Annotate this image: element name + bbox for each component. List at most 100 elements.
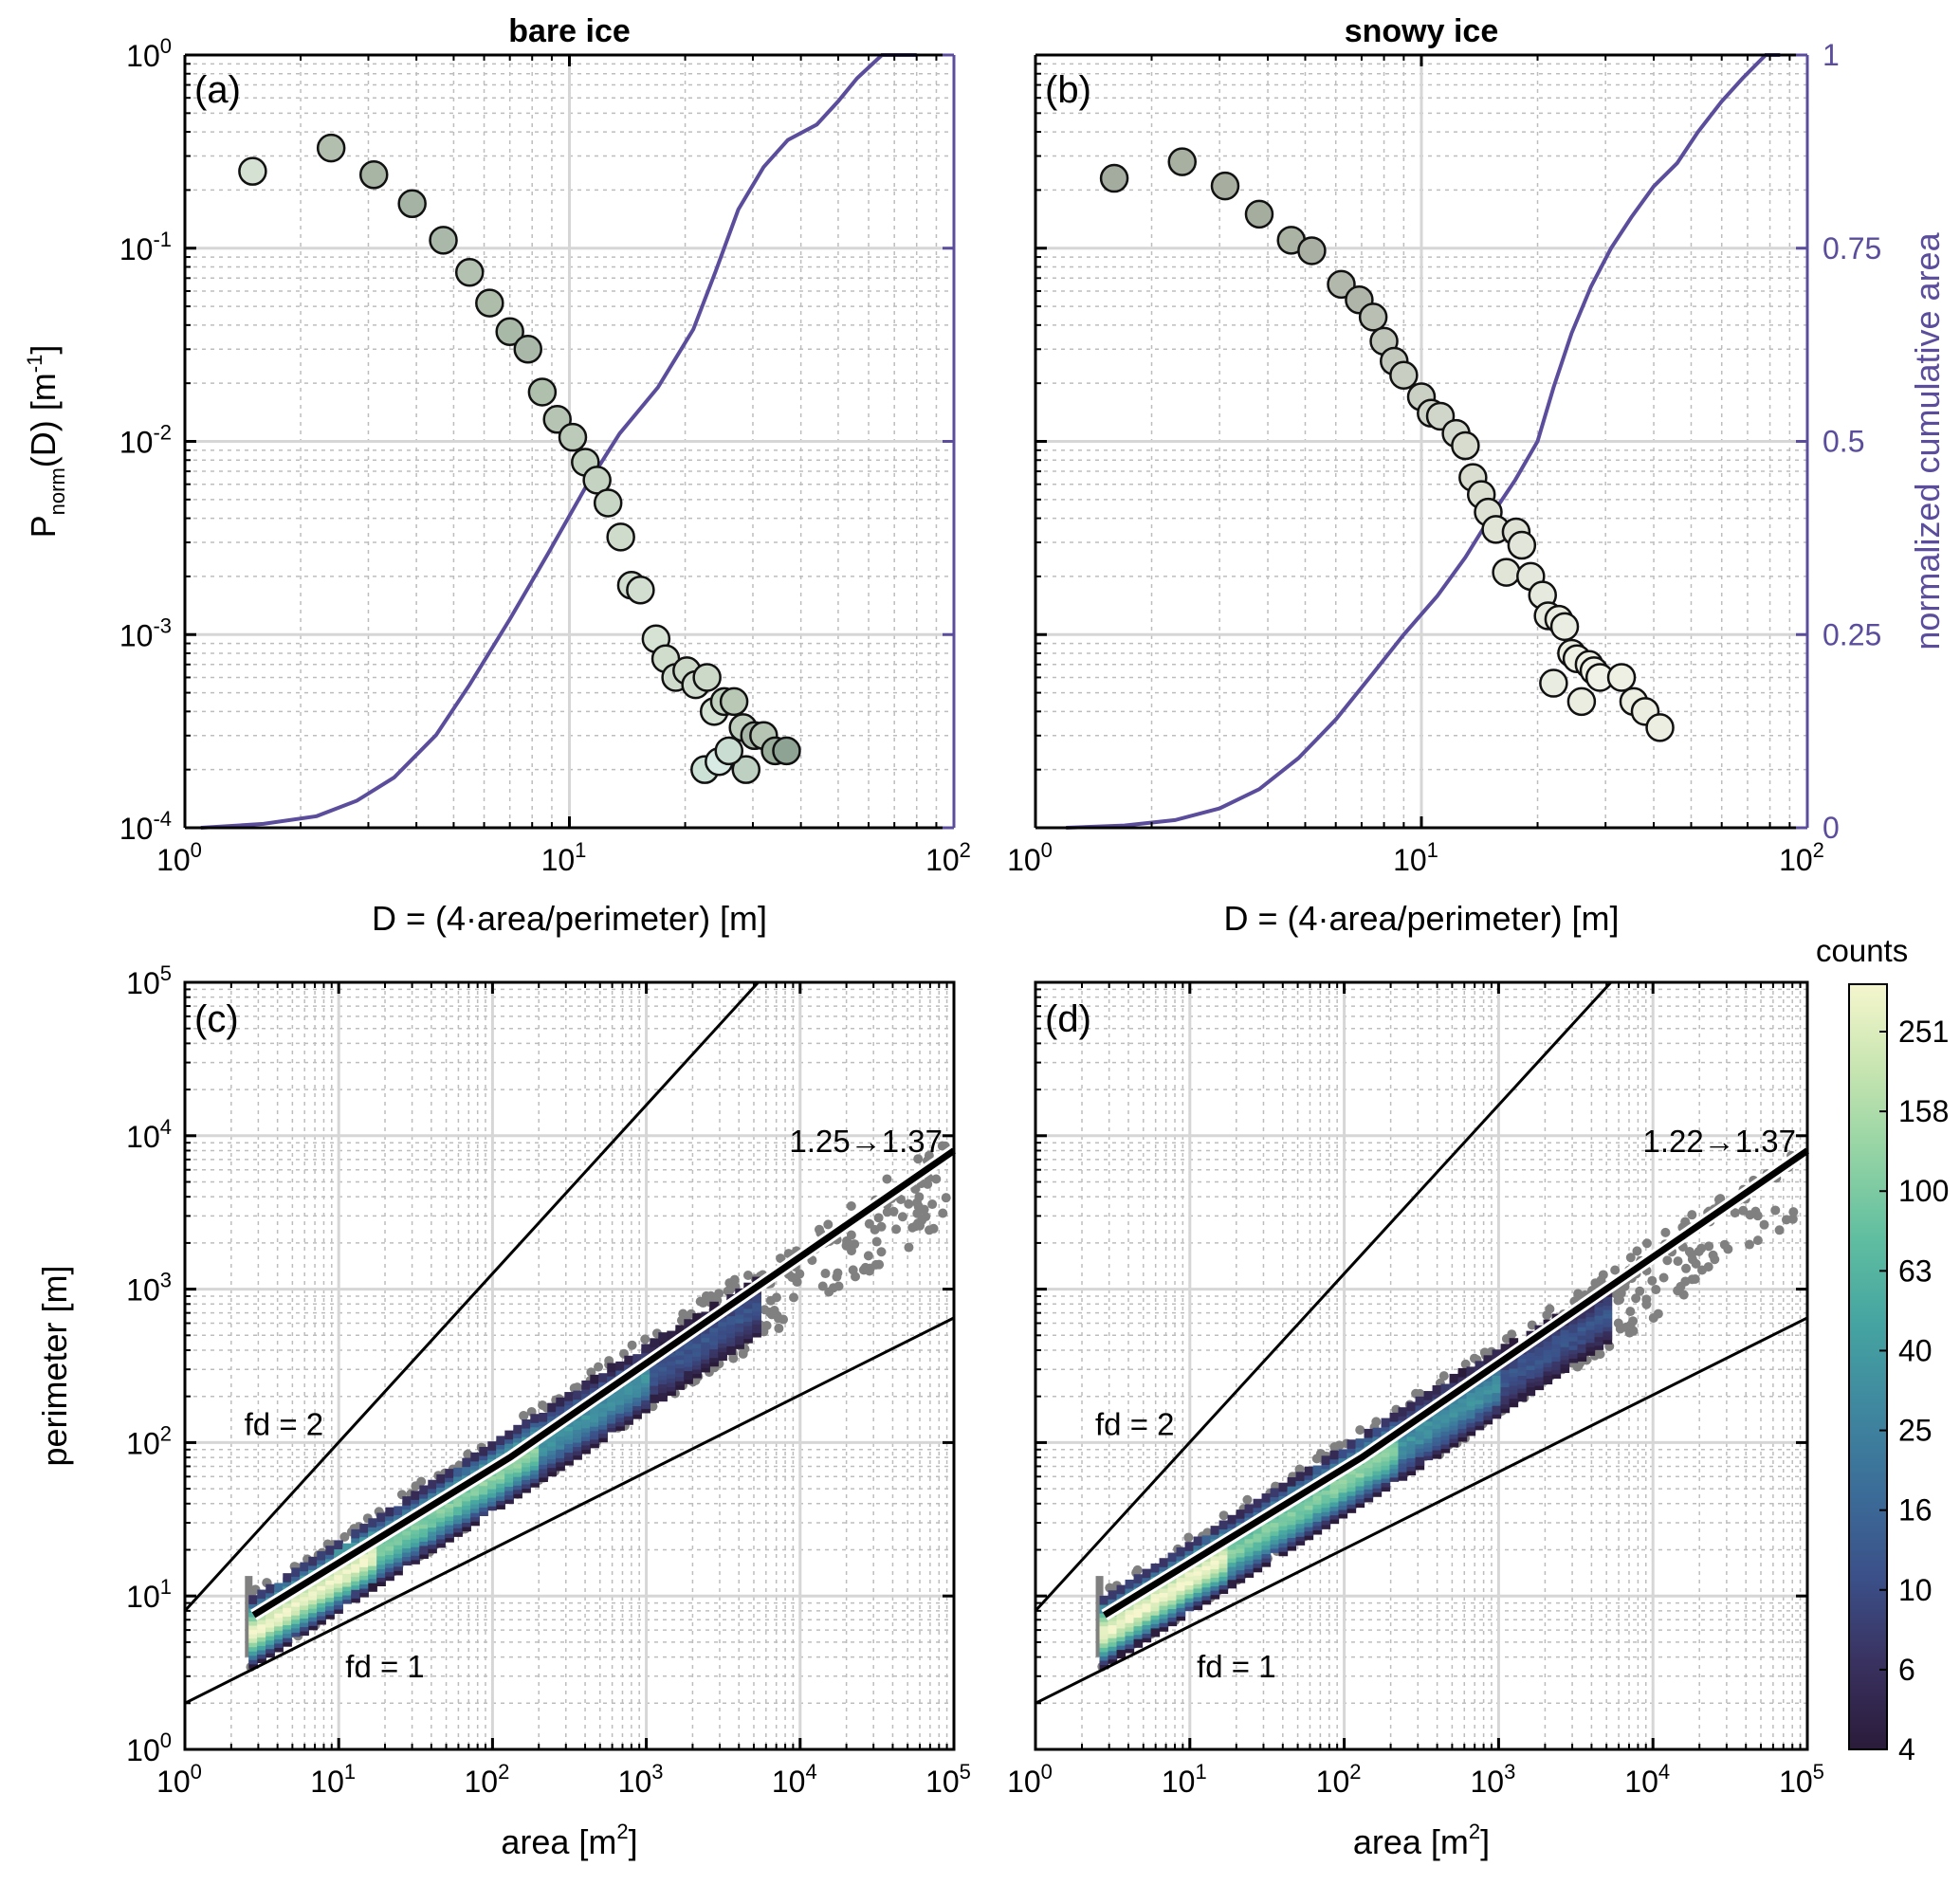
outlier-point — [1132, 1564, 1143, 1575]
outlier-point — [863, 1251, 873, 1261]
heatmap-cell — [1346, 1439, 1357, 1449]
heatmap-cell — [1492, 1405, 1502, 1415]
outlier-point — [1624, 1327, 1635, 1338]
heatmap-cell — [394, 1506, 403, 1516]
x-tick-label-base: 10 — [310, 1765, 344, 1799]
heatmap-cell — [291, 1567, 301, 1577]
outlier-point — [1658, 1272, 1669, 1283]
y-tick-label: 102 — [126, 1421, 172, 1460]
x-tick-label: 102 — [925, 838, 971, 877]
heatmap-cell — [479, 1446, 488, 1456]
x-tick-label-exp: 2 — [1813, 838, 1824, 862]
x-tick-label-exp: 3 — [651, 1760, 663, 1784]
outlier-point — [882, 1174, 892, 1184]
heatmap-cell — [368, 1583, 377, 1592]
heatmap-cell — [1475, 1361, 1485, 1370]
data-points — [238, 133, 801, 784]
outlier-point — [851, 1272, 861, 1282]
outlier-point — [904, 1242, 914, 1253]
fit-exponent-label: 1.22→1.37 — [1643, 1124, 1796, 1159]
heatmap-cell — [1509, 1338, 1519, 1347]
outlier-point — [1770, 1205, 1781, 1216]
heatmap-cell — [1295, 1472, 1306, 1481]
panel-title: snowy ice — [1345, 13, 1499, 49]
colorbar-label: counts — [1816, 933, 1908, 968]
x-axis-label: area [m2] — [1353, 1820, 1490, 1861]
outlier-point — [1710, 1254, 1720, 1265]
grid — [185, 55, 954, 828]
outlier-point — [594, 1362, 604, 1372]
x-tick-label: 101 — [1162, 1760, 1207, 1799]
y-label-sub: norm — [46, 467, 69, 515]
right-tick-label: 0.5 — [1823, 425, 1864, 459]
outlier-point — [1660, 1227, 1671, 1237]
colorbar-tick-label: 10 — [1898, 1573, 1933, 1607]
heatmap-cell — [1227, 1514, 1237, 1525]
heatmap-cell — [300, 1562, 309, 1572]
x-tick-label: 100 — [1007, 1760, 1053, 1799]
x-label-exp: 2 — [616, 1820, 628, 1843]
data-point — [1358, 302, 1388, 332]
data-point — [626, 576, 655, 605]
x-tick-label: 100 — [156, 1760, 202, 1799]
y-tick-label-base: 10 — [126, 39, 160, 73]
heatmap-cell — [1244, 1504, 1255, 1514]
outlier-point — [648, 1401, 658, 1412]
fit-exponent-label: 1.25→1.37 — [790, 1124, 943, 1159]
heatmap-cell — [1492, 1349, 1502, 1359]
y-tick-label: 104 — [126, 1115, 172, 1154]
y-axis-label: perimeter [m] — [35, 1265, 74, 1466]
heatmap-cell — [1398, 1407, 1408, 1417]
y-tick-label-exp: 0 — [160, 34, 172, 58]
outlier-point — [1719, 1239, 1730, 1250]
y-tick-label-base: 10 — [126, 1426, 160, 1460]
outlier-point — [1641, 1299, 1652, 1309]
outlier-point — [1713, 1195, 1724, 1205]
colorbar-tick-label: 4 — [1898, 1732, 1915, 1766]
heatmap-cell — [564, 1392, 574, 1401]
outlier-point — [897, 1212, 907, 1222]
y-tick-label: 103 — [126, 1269, 172, 1308]
outlier-point — [824, 1287, 834, 1297]
x-tick-label-exp: 0 — [191, 838, 202, 862]
outlier-point — [339, 1531, 350, 1542]
y-tick-label: 100 — [126, 34, 172, 73]
data-point — [454, 257, 485, 287]
heatmap-cell — [487, 1441, 497, 1451]
data-points — [1099, 147, 1675, 742]
x-tick-label-base: 10 — [156, 1765, 191, 1799]
heatmap-cell — [1389, 1412, 1400, 1422]
cumulative-area-line — [1066, 53, 1781, 830]
heatmap-cell — [684, 1319, 693, 1328]
heatmap-cell — [1108, 1590, 1118, 1600]
heatmap-cell — [411, 1491, 420, 1500]
outlier-point — [729, 1274, 740, 1285]
outlier-point — [1738, 1205, 1749, 1216]
x-tick-label-base: 10 — [1624, 1765, 1658, 1799]
outlier-point — [1687, 1210, 1697, 1220]
outlier-point — [1694, 1246, 1704, 1256]
data-point — [731, 755, 761, 784]
outlier-point — [1744, 1239, 1754, 1250]
outlier-point — [876, 1221, 887, 1232]
data-point — [1549, 612, 1580, 642]
outlier-point — [833, 1281, 844, 1291]
outlier-point — [1635, 1286, 1645, 1296]
x-tick-label-exp: 1 — [1427, 838, 1438, 862]
outlier-point — [1653, 1308, 1663, 1319]
outlier-point — [1501, 1333, 1511, 1344]
outlier-point — [1329, 1442, 1340, 1453]
outlier-point — [938, 1208, 948, 1218]
outlier-point — [463, 1449, 473, 1459]
data-point — [397, 189, 427, 219]
x-tick-label-base: 10 — [1007, 843, 1041, 877]
heatmap-cell — [1184, 1542, 1195, 1551]
heatmap-cell — [496, 1436, 505, 1445]
outlier-point — [896, 1195, 907, 1205]
x-tick-label-base: 10 — [1316, 1765, 1350, 1799]
heatmap-cell — [607, 1363, 616, 1373]
outlier-point — [742, 1270, 753, 1280]
data-point — [1492, 558, 1521, 587]
